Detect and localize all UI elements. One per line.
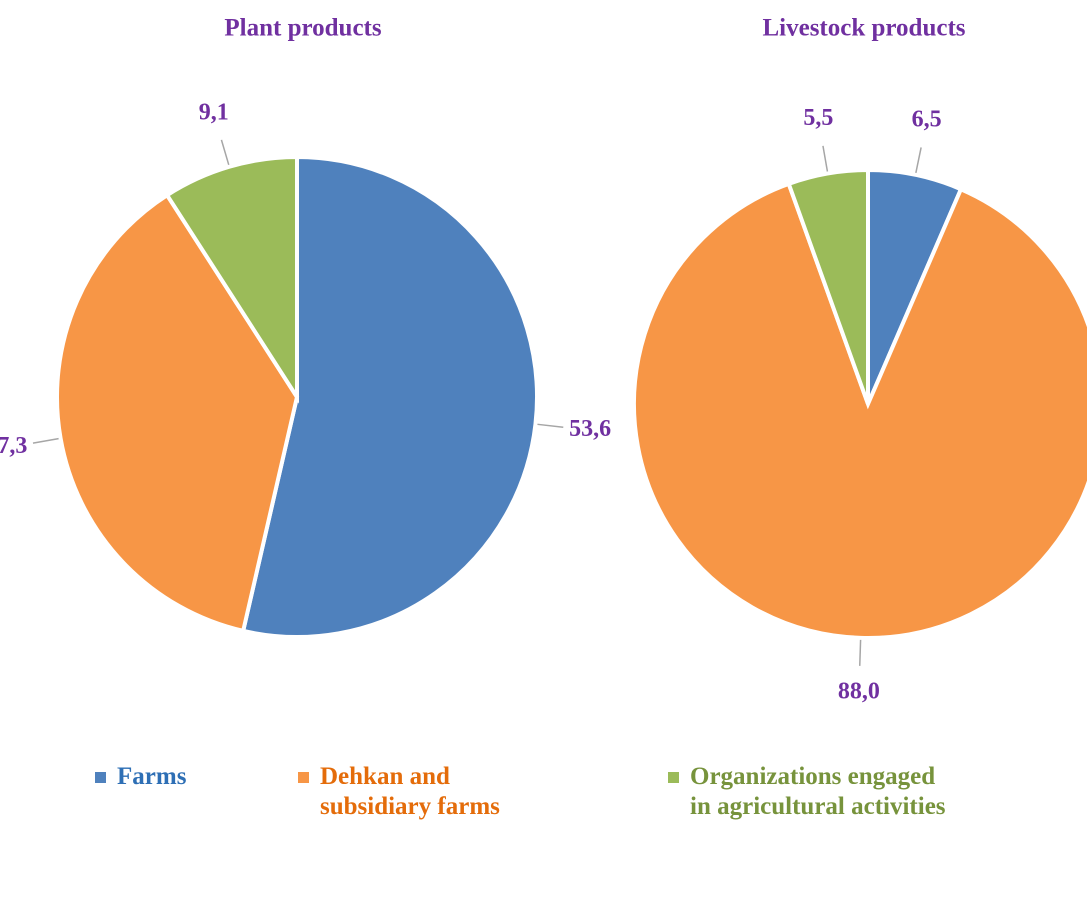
legend-item: Farms bbox=[95, 762, 277, 792]
leader-line bbox=[859, 639, 862, 666]
legend-swatch bbox=[95, 772, 106, 783]
pie-slice bbox=[786, 167, 870, 405]
leader-line bbox=[32, 437, 59, 444]
legend-label: Organizations engaged in agricultural ac… bbox=[690, 763, 946, 820]
leader-line bbox=[220, 139, 230, 166]
data-label: 5,5 bbox=[803, 105, 833, 131]
data-label: 88,0 bbox=[838, 678, 880, 704]
leader-line bbox=[822, 145, 829, 172]
legend-label: Dehkan and subsidiary farms bbox=[320, 763, 500, 820]
legend-swatch bbox=[298, 772, 309, 783]
legend: Farms Dehkan and subsidiary farms Organi… bbox=[0, 762, 1087, 912]
charts: Plant products 53,6 37,3 9,1 Livestock produ… bbox=[0, 15, 1087, 704]
pie-slice bbox=[240, 154, 539, 639]
legend-item: Organizations engaged in agricultural ac… bbox=[668, 762, 960, 822]
leader-line bbox=[537, 423, 564, 428]
pie-slice bbox=[164, 154, 299, 404]
legend-swatch bbox=[668, 772, 679, 783]
data-label: 53,6 bbox=[569, 416, 611, 442]
legend-item: Dehkan and subsidiary farms bbox=[298, 762, 530, 822]
chart-title: Livestock products bbox=[762, 15, 965, 42]
data-label: 37,3 bbox=[0, 433, 27, 459]
leader-line bbox=[915, 147, 922, 174]
data-label: 9,1 bbox=[199, 99, 229, 125]
pie-slice bbox=[632, 181, 1087, 640]
legend-label: Farms bbox=[117, 763, 187, 790]
data-label: 6,5 bbox=[912, 107, 942, 133]
chart-title: Plant products bbox=[224, 15, 381, 42]
